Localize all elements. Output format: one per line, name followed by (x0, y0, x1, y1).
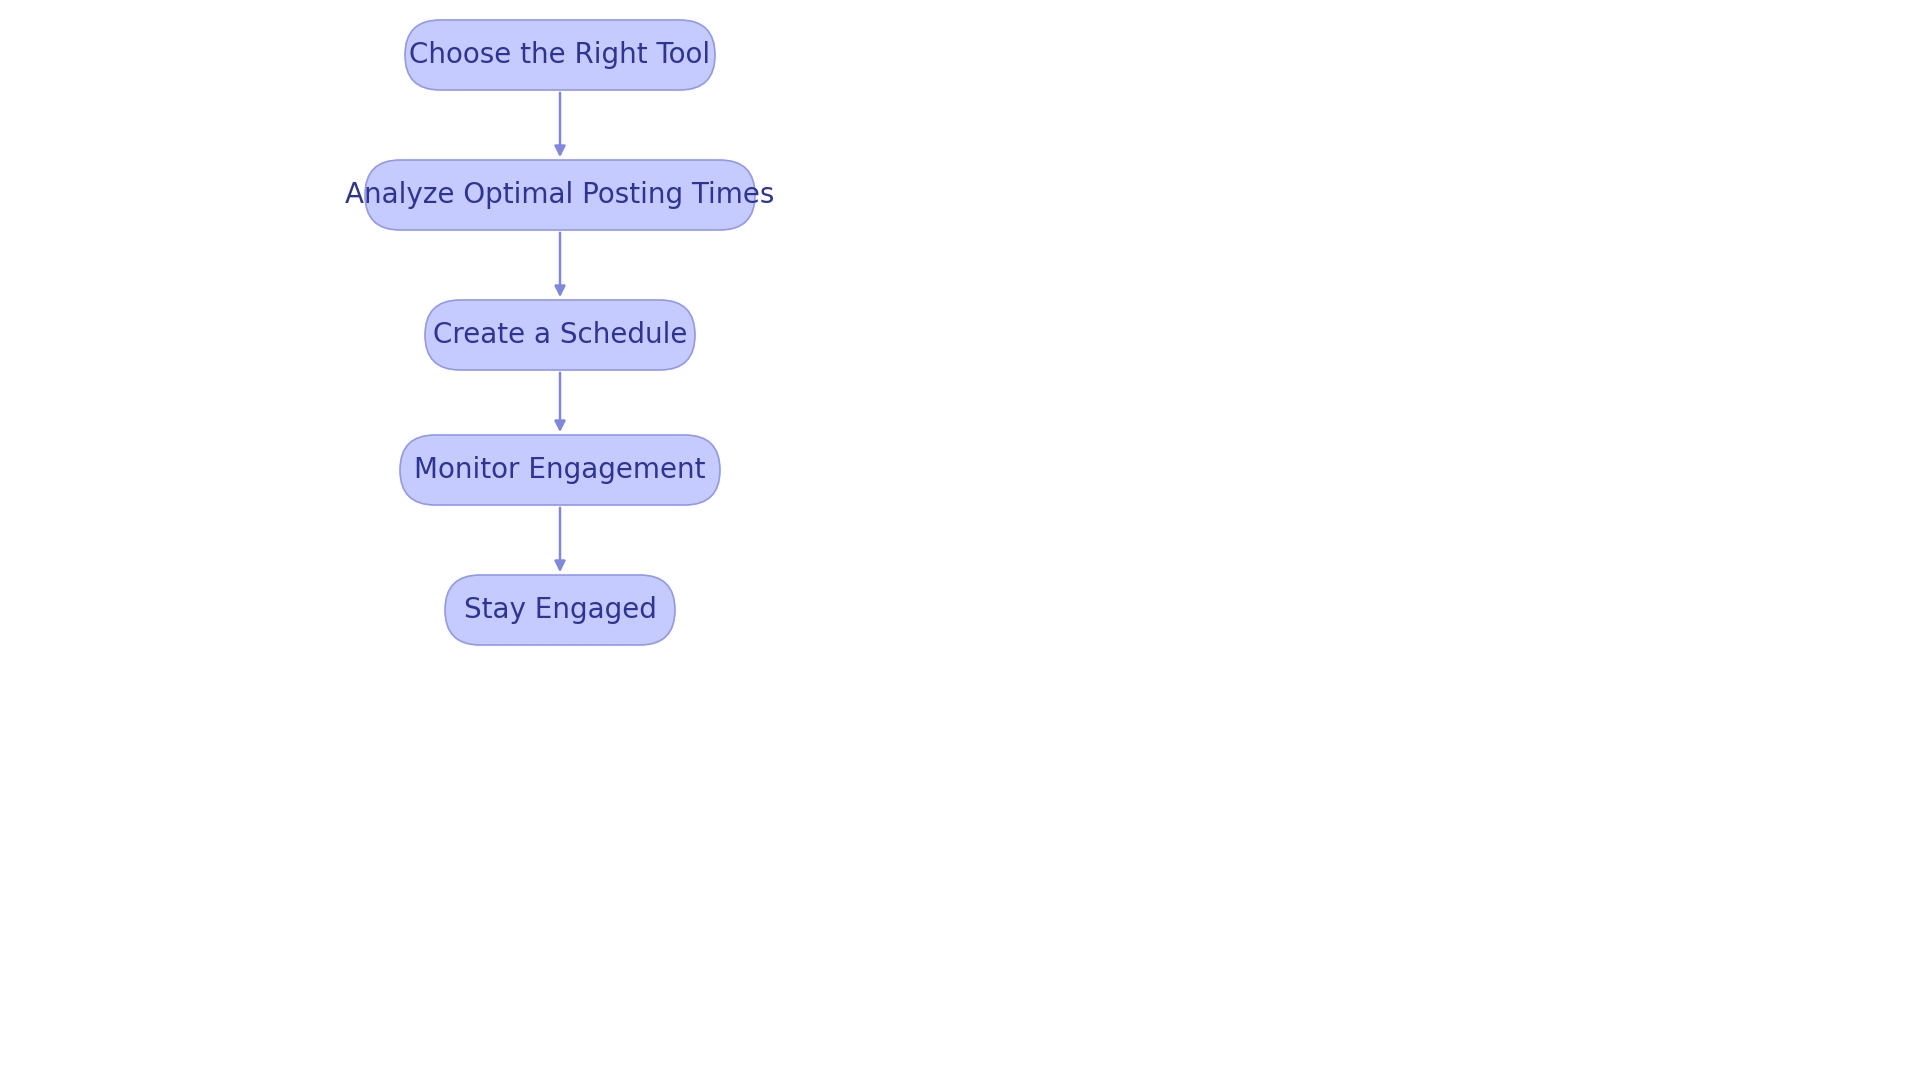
Text: Create a Schedule: Create a Schedule (432, 321, 687, 349)
Text: Choose the Right Tool: Choose the Right Tool (409, 41, 710, 69)
FancyBboxPatch shape (405, 19, 714, 90)
FancyBboxPatch shape (445, 575, 676, 645)
FancyBboxPatch shape (399, 435, 720, 505)
FancyBboxPatch shape (365, 160, 755, 230)
Text: Stay Engaged: Stay Engaged (463, 596, 657, 624)
FancyBboxPatch shape (424, 300, 695, 370)
Text: Monitor Engagement: Monitor Engagement (415, 456, 707, 484)
Text: Analyze Optimal Posting Times: Analyze Optimal Posting Times (346, 181, 774, 209)
